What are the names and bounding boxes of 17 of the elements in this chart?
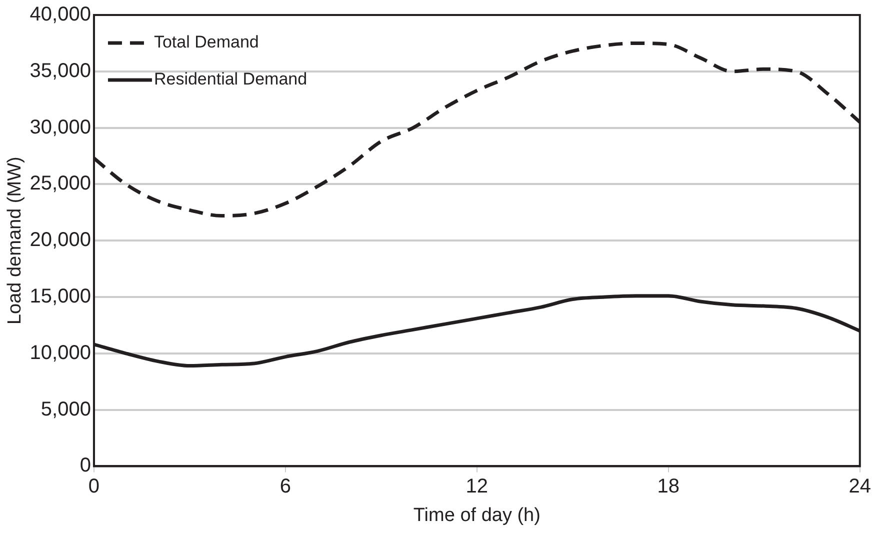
y-tick-label: 5,000 <box>40 398 91 420</box>
y-axis-title: Load demand (MW) <box>4 156 26 325</box>
y-tick-label: 20,000 <box>30 229 91 252</box>
legend-label: Total Demand <box>154 32 259 52</box>
y-tick-label: 15,000 <box>30 286 91 308</box>
x-axis-title: Time of day (h) <box>413 504 540 526</box>
y-tick-label: 25,000 <box>30 172 91 195</box>
x-tick-label: 6 <box>280 476 292 498</box>
x-tick-label: 12 <box>466 476 488 498</box>
y-tick-label: 10,000 <box>30 342 91 364</box>
y-tick-label: 35,000 <box>30 60 91 82</box>
legend-label: Residential Demand <box>154 70 308 89</box>
x-tick-label: 24 <box>848 476 871 498</box>
y-tick-label: 0 <box>80 454 91 477</box>
y-tick-label: 40,000 <box>30 4 91 26</box>
y-tick-label: 30,000 <box>30 116 91 138</box>
x-tick-label: 18 <box>657 476 680 498</box>
